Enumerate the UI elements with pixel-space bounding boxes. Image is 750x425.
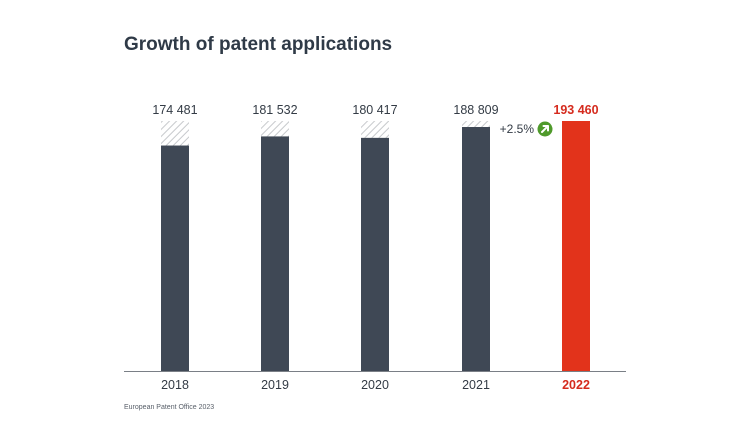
value-label-2022: 193 460 — [553, 103, 598, 117]
bar-chart: 174 481 181 532 180 417 188 809 193 460 2018… — [0, 0, 750, 425]
value-labels-group: 174 481 181 532 180 417 188 809 193 460 — [152, 103, 598, 117]
x-tick-label-2021: 2021 — [462, 378, 490, 392]
shortfall-hatch-2020 — [361, 121, 389, 138]
shortfall-hatch-2021 — [462, 121, 490, 127]
shortfall-hatch-group — [161, 121, 490, 146]
growth-annotation: +2.5% — [500, 122, 553, 137]
x-tick-label-2019: 2019 — [261, 378, 289, 392]
shortfall-hatch-2019 — [261, 121, 289, 136]
bars-group — [161, 121, 590, 371]
growth-percentage-label: +2.5% — [500, 122, 535, 136]
x-tick-label-2022: 2022 — [562, 378, 590, 392]
value-label-2020: 180 417 — [352, 103, 397, 117]
x-tick-labels-group: 2018 2019 2020 2021 2022 — [161, 378, 590, 392]
bar-2019 — [261, 136, 289, 371]
value-label-2018: 174 481 — [152, 103, 197, 117]
value-label-2021: 188 809 — [453, 103, 498, 117]
arrow-up-right-icon — [538, 122, 553, 137]
bar-2018 — [161, 146, 189, 371]
shortfall-hatch-2018 — [161, 121, 189, 146]
bar-2021 — [462, 127, 490, 371]
x-tick-label-2018: 2018 — [161, 378, 189, 392]
value-label-2019: 181 532 — [252, 103, 297, 117]
source-note: European Patent Office 2023 — [124, 404, 214, 411]
x-tick-label-2020: 2020 — [361, 378, 389, 392]
bar-2022 — [562, 121, 590, 371]
bar-2020 — [361, 138, 389, 371]
